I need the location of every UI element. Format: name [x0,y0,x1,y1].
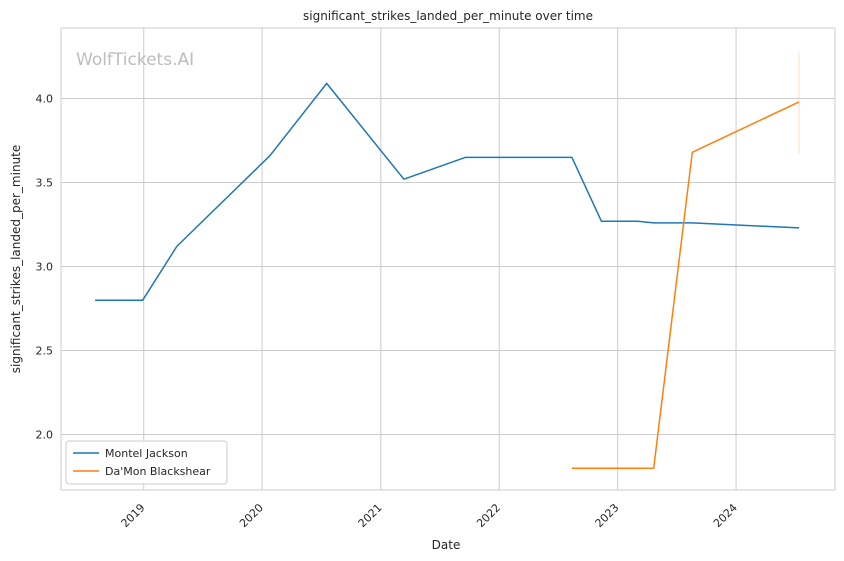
x-axis-ticks: 2019 2020 2021 2022 2023 2024 [119,501,740,530]
x-axis-label: Date [432,538,461,552]
x-tick-label: 2020 [237,501,266,530]
legend-box [65,440,228,485]
chart-title: significant_strikes_landed_per_minute ov… [303,9,593,23]
legend-label-montel-jackson: Montel Jackson [105,447,188,460]
legend-label-damon-blackshear: Da'Mon Blackshear [105,465,211,478]
legend: Montel Jackson Da'Mon Blackshear [65,440,228,485]
y-tick-label: 2.5 [36,345,54,358]
x-tick-label: 2024 [711,501,740,530]
series-line-da-mon-blackshear [571,101,800,469]
x-tick-label: 2023 [593,501,622,530]
series-line-montel-jackson [95,82,800,301]
x-tick-label: 2019 [119,501,148,530]
y-axis-label: significant_strikes_landed_per_minute [9,145,23,374]
series-lines [95,51,800,469]
grid [61,28,835,490]
y-axis-ticks: 2.0 2.5 3.0 3.5 4.0 [36,93,54,442]
x-tick-label: 2022 [474,501,503,530]
watermark: WolfTickets.AI [76,50,194,70]
y-tick-label: 2.0 [36,429,54,442]
y-tick-label: 3.0 [36,261,54,274]
x-tick-label: 2021 [356,501,385,530]
y-tick-label: 4.0 [36,93,54,106]
plot-area-frame [60,27,836,491]
y-tick-label: 3.5 [36,177,54,190]
